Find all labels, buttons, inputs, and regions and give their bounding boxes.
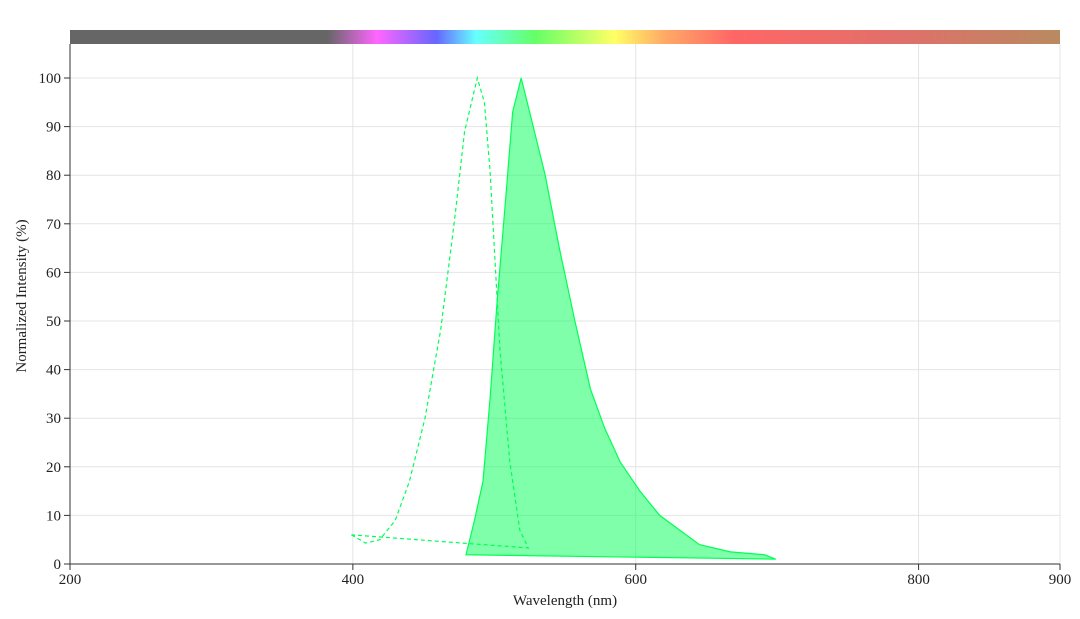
x-axis-label: Wavelength (nm) [513, 593, 617, 609]
spectrum-bar [70, 30, 1060, 44]
y-tick-label: 10 [46, 508, 61, 524]
y-axis-label: Normalized Intensity (%) [14, 219, 30, 372]
y-tick-label: 80 [46, 168, 61, 184]
y-tick-label: 70 [46, 217, 61, 233]
y-tick-label: 30 [46, 411, 61, 427]
x-tick-label: 400 [342, 572, 365, 588]
y-tick-label: 60 [46, 265, 61, 281]
x-tick-label: 200 [59, 572, 82, 588]
x-tick-label: 600 [624, 572, 647, 588]
y-tick-label: 40 [46, 363, 61, 379]
emission-area [465, 77, 776, 560]
y-tick-label: 90 [46, 120, 61, 136]
excitation-line [351, 75, 530, 549]
y-tick-label: 0 [54, 557, 62, 573]
y-tick-label: 100 [39, 71, 62, 87]
y-tick-label: 50 [46, 314, 61, 330]
y-tick-label: 20 [46, 460, 61, 476]
x-tick-label: 800 [907, 572, 930, 588]
x-tick-label: 900 [1049, 572, 1072, 588]
